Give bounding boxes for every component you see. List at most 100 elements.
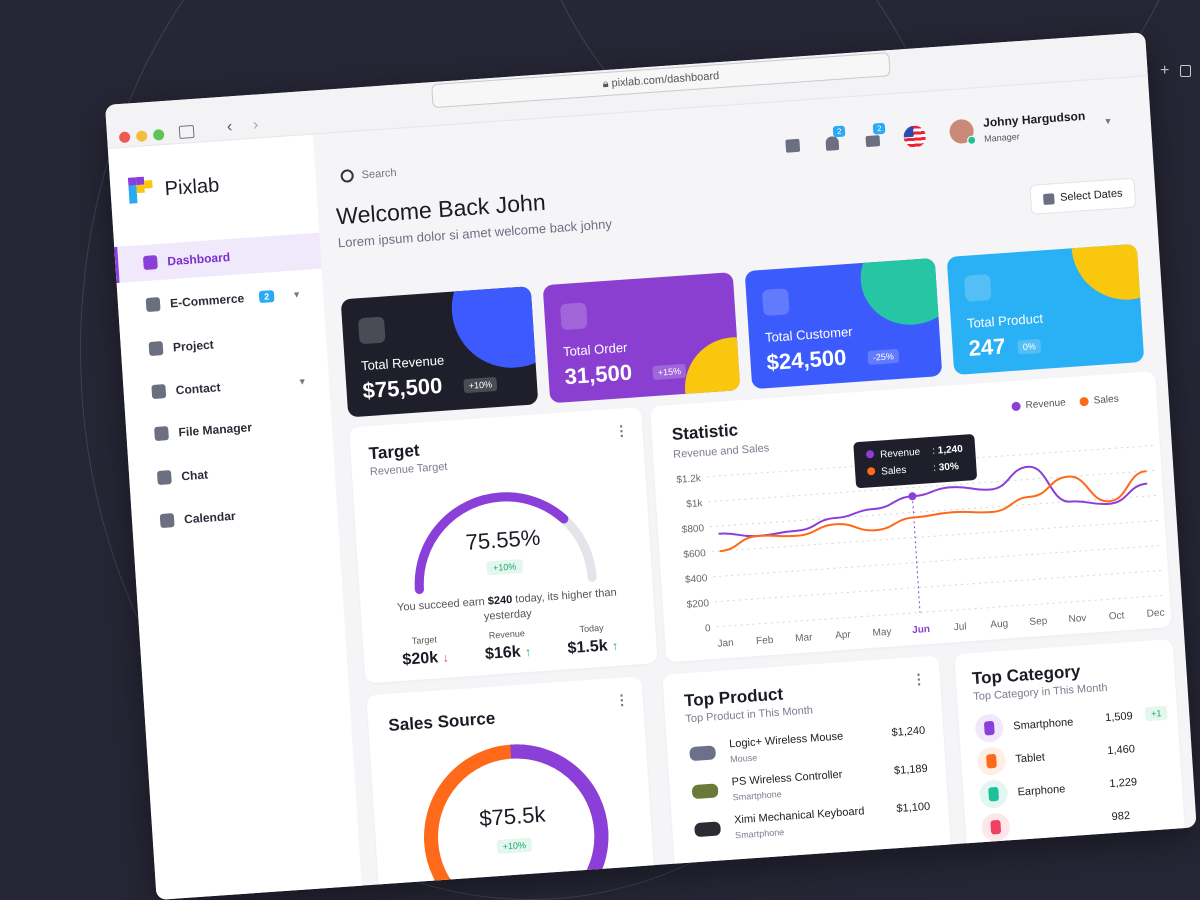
stat-label: Total Product (966, 310, 1044, 331)
product-image (694, 821, 722, 838)
metric-label: Target (411, 634, 438, 647)
sales-source-change: +10% (496, 837, 533, 855)
notification-button[interactable]: 2 (825, 125, 846, 156)
user-role: Manager (983, 131, 1021, 144)
y-tick-label: $200 (686, 598, 709, 611)
maximize-window-button[interactable] (152, 129, 165, 141)
grid-line (714, 570, 1161, 603)
back-icon[interactable]: ‹ (226, 118, 233, 136)
sidebar-toggle-icon[interactable] (178, 124, 195, 139)
x-tick-label: Jul (953, 621, 966, 633)
product-category: Smartphone (734, 826, 785, 841)
target-card: Target Revenue Target ⋮ 75.55% +10% You … (348, 407, 658, 684)
x-tick-label: Apr (835, 629, 852, 641)
search-input[interactable]: Search (361, 166, 397, 181)
tabs-icon[interactable] (1180, 65, 1191, 77)
calendar-button[interactable] (785, 138, 801, 153)
category-value: 1,509 (1104, 710, 1134, 725)
stat-change: 0% (1017, 338, 1042, 355)
more-options-icon[interactable]: ⋮ (911, 670, 927, 688)
select-dates-button[interactable]: Select Dates (1029, 177, 1137, 215)
stat-change: +10% (463, 376, 498, 394)
contact-icon (151, 384, 167, 400)
x-tick-label: Jan (717, 638, 734, 650)
sidebar-badge: 2 (258, 290, 275, 304)
metric-revenue: Revenue $16k ↑ (484, 628, 532, 664)
chevron-down-icon: ▼ (1103, 115, 1113, 127)
main-content: Search 2 2 Johny Hargudson Manager ▼ Welc… (313, 76, 1197, 896)
stat-icon (357, 316, 386, 345)
more-options-icon[interactable]: ⋮ (614, 691, 630, 709)
sidebar-item-label: Project (172, 337, 215, 355)
stat-label: Total Customer (764, 323, 853, 346)
sidebar-item-label: Dashboard (166, 249, 231, 269)
category-icon (978, 779, 1009, 810)
sales-source-card: Sales Source ⋮ $75.5k +10% (366, 676, 655, 896)
highlight-point[interactable] (908, 492, 917, 501)
minimize-window-button[interactable] (135, 130, 148, 142)
highlight-line (911, 496, 921, 613)
messages-badge: 2 (872, 122, 886, 135)
more-options-icon[interactable]: ⋮ (613, 422, 629, 439)
stat-icon (761, 288, 790, 317)
category-icon (976, 746, 1007, 777)
sidebar-item-dashboard[interactable]: Dashboard (114, 232, 322, 283)
chevron-down-icon[interactable]: ▼ (297, 376, 308, 387)
series-line-sales (719, 470, 1147, 553)
stat-label: Total Order (562, 339, 628, 360)
messages-button[interactable]: 2 (865, 122, 886, 152)
stat-card-total-order[interactable]: Total Order 31,500 +15% (542, 272, 741, 404)
metric-today: Today $1.5k ↑ (566, 622, 619, 659)
sidebar-item-file-manager[interactable]: File Manager (125, 404, 332, 454)
legend-item-sales[interactable]: Sales (1079, 394, 1119, 408)
sidebar-item-label: Chat (180, 467, 209, 484)
target-title: Target (368, 440, 421, 464)
stat-change: +15% (652, 363, 687, 381)
legend-item-revenue[interactable]: Revenue (1011, 397, 1066, 412)
stat-card-total-product[interactable]: Total Product 247 0% (946, 243, 1145, 376)
y-tick-label: $1k (686, 498, 704, 510)
search-bar[interactable]: Search (340, 166, 397, 183)
product-name: Logic+ Wireless Mouse (728, 730, 844, 751)
stat-card-total-revenue[interactable]: Total Revenue $75,500 +10% (340, 286, 539, 418)
stat-value: 247 (967, 333, 1007, 361)
new-tab-icon[interactable]: + (1160, 62, 1170, 79)
x-tick-label: Sep (1029, 616, 1048, 628)
donut-segment-purple (424, 744, 609, 896)
arrow-down-icon: ↓ (442, 650, 450, 665)
project-icon (148, 341, 164, 357)
mail-icon (865, 135, 881, 148)
sidebar-item-label: Calendar (183, 508, 236, 527)
avatar (948, 118, 977, 146)
stat-card-total-customer[interactable]: Total Customer $24,500 -25% (744, 257, 943, 390)
sidebar-item-project[interactable]: Project (120, 319, 327, 369)
sidebar-item-e-commerce[interactable]: E-Commerce 2 ▼ (117, 275, 324, 325)
user-menu[interactable]: Johny Hargudson Manager ▼ (948, 107, 1114, 146)
forward-icon[interactable]: › (252, 116, 259, 134)
target-subtitle: Revenue Target (369, 460, 448, 479)
product-price: $1,240 (891, 724, 926, 740)
sidebar-item-chat[interactable]: Chat (128, 448, 335, 498)
grid-line (711, 520, 1158, 553)
decorative-blob (857, 257, 943, 329)
sidebar-item-contact[interactable]: Contact ▼ (123, 362, 330, 412)
chart-subtitle: Revenue and Sales (672, 442, 770, 461)
y-tick-label: $600 (683, 548, 706, 561)
pixlab-logo-icon (127, 176, 153, 204)
language-flag-icon[interactable] (903, 124, 927, 149)
category-value: 982 (1111, 809, 1131, 824)
decorative-blob (681, 333, 741, 404)
chevron-down-icon[interactable]: ▼ (291, 289, 302, 300)
product-image (691, 783, 719, 800)
close-window-button[interactable] (118, 131, 131, 144)
x-tick-label: May (872, 627, 892, 639)
chart-legend: Revenue Sales (1011, 394, 1119, 412)
sidebar-item-calendar[interactable]: Calendar (131, 491, 338, 541)
select-dates-label: Select Dates (1059, 187, 1123, 204)
y-tick-label: 0 (705, 623, 712, 634)
metric-label: Revenue (488, 628, 526, 641)
logo[interactable]: Pixlab (127, 171, 220, 205)
target-gauge (414, 492, 597, 595)
product-image (689, 745, 717, 762)
sales-source-title: Sales Source (387, 708, 496, 736)
